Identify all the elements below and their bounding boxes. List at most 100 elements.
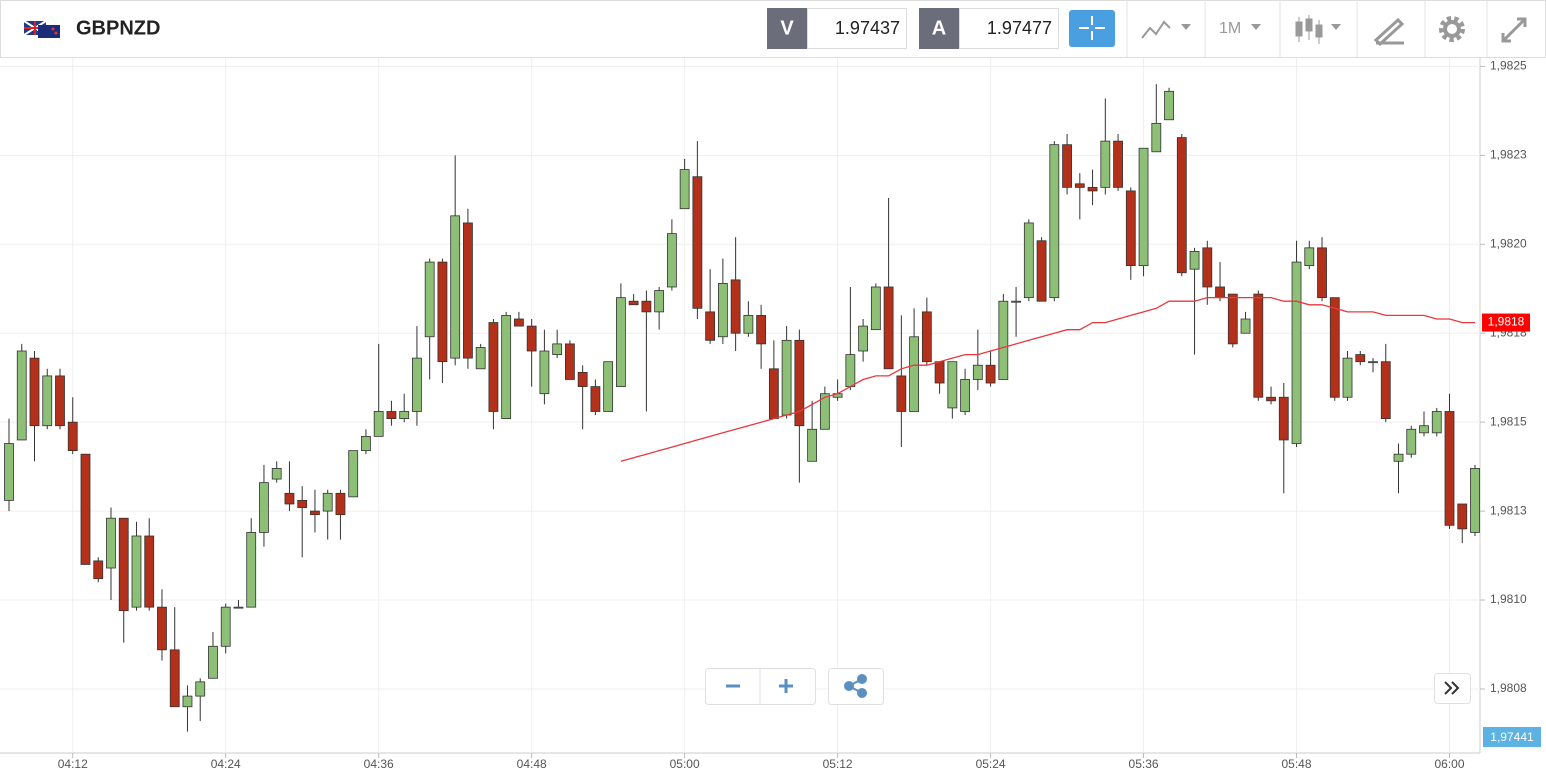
candle-body xyxy=(1138,147,1149,267)
candle-body xyxy=(55,375,65,427)
candle-body xyxy=(348,450,359,498)
candle-body xyxy=(615,297,626,387)
candle-body xyxy=(4,443,14,501)
candle-body xyxy=(1470,468,1480,533)
candle-body xyxy=(794,339,805,427)
x-tick-label: 06:00 xyxy=(1434,757,1464,771)
ask-box xyxy=(959,8,1059,49)
candle-body xyxy=(1240,318,1251,334)
candle-body xyxy=(106,517,116,569)
header: GBPNZD V 1.97437 A 1.97477 1M xyxy=(0,0,1546,58)
candle-body xyxy=(985,364,996,384)
candle-body xyxy=(1253,293,1264,398)
candle-body xyxy=(1406,428,1417,455)
candle-body xyxy=(1431,411,1442,434)
crosshair-button[interactable] xyxy=(1069,10,1115,47)
candle-body xyxy=(628,300,639,306)
candle-body xyxy=(297,500,308,508)
timeframe-button[interactable]: 1M xyxy=(1219,20,1261,37)
candle-body xyxy=(666,233,677,288)
chart-type-button[interactable] xyxy=(1141,20,1191,39)
ask-label: A xyxy=(932,17,946,39)
candle-body xyxy=(641,300,652,313)
candle-body xyxy=(157,606,167,651)
bid-label: V xyxy=(780,17,794,39)
candle-body xyxy=(1393,453,1404,462)
y-tick-label: 1,9810 xyxy=(1490,592,1527,606)
candle-body xyxy=(1164,90,1174,121)
candle-body xyxy=(1215,286,1225,299)
candle-body xyxy=(1087,186,1098,192)
candle-body xyxy=(463,222,473,359)
separators xyxy=(1126,0,1488,57)
candle-body xyxy=(679,169,690,210)
candle-body xyxy=(1036,240,1047,302)
candle-body xyxy=(475,347,486,370)
bid-button[interactable] xyxy=(767,8,807,49)
candle-body xyxy=(972,364,983,380)
candle-body xyxy=(858,325,869,352)
candle-body xyxy=(603,361,614,412)
x-tick-label: 04:12 xyxy=(58,757,88,771)
candle-body xyxy=(412,357,422,412)
candle-body xyxy=(1113,140,1123,188)
share-button[interactable] xyxy=(844,674,867,698)
candle-body xyxy=(1227,293,1238,345)
candle-body xyxy=(67,421,78,452)
x-tick-label: 05:24 xyxy=(976,757,1006,771)
candle-body xyxy=(1317,247,1327,299)
candle-body xyxy=(870,286,881,331)
candle-body xyxy=(1342,357,1353,398)
candle-body xyxy=(424,261,435,338)
candle-body xyxy=(807,428,818,462)
candle-body xyxy=(743,315,754,334)
y-tick-label: 1,9825 xyxy=(1490,59,1527,73)
x-tick-label: 04:24 xyxy=(211,757,241,771)
candle-body xyxy=(692,176,703,309)
candle-body xyxy=(1304,247,1315,267)
draw-button[interactable] xyxy=(1373,17,1405,47)
candle-body xyxy=(1151,122,1162,153)
candle-body xyxy=(768,368,779,420)
candle-body xyxy=(565,343,575,380)
bottom-tag: 1,97441 xyxy=(1490,730,1534,744)
candle-body xyxy=(144,535,155,608)
candle-style-button[interactable] xyxy=(1295,15,1341,44)
candle-body xyxy=(322,492,333,512)
y-tick-label: 1,9823 xyxy=(1490,148,1527,162)
y-tick-label: 1,9808 xyxy=(1490,681,1527,695)
candle-body xyxy=(1074,183,1085,188)
candle-body xyxy=(335,492,346,516)
expand-button[interactable] xyxy=(1501,17,1527,43)
candle-body xyxy=(896,375,907,412)
price-marker-label: 1,9818 xyxy=(1488,315,1525,329)
candle-body xyxy=(246,532,257,608)
candle-body xyxy=(1444,411,1455,526)
ask-price: 1.97477 xyxy=(987,18,1052,38)
candle-body xyxy=(1176,137,1187,274)
candle-body xyxy=(998,300,1009,380)
candle-body xyxy=(552,343,563,355)
candle-body xyxy=(450,215,461,359)
ask-button[interactable] xyxy=(919,8,959,49)
candle-body xyxy=(705,311,716,341)
candle-body xyxy=(1457,503,1468,530)
candle-body xyxy=(1049,144,1060,299)
candle-body xyxy=(947,361,958,409)
bid-box xyxy=(807,8,907,49)
timeframe: 1M xyxy=(1219,20,1241,37)
zoom-in-button[interactable] xyxy=(779,679,793,693)
price-marker xyxy=(1482,313,1530,332)
candle-body xyxy=(1380,361,1391,420)
candle-body xyxy=(437,261,448,363)
candle-body xyxy=(756,315,767,345)
settings-button[interactable] xyxy=(1439,16,1465,42)
candle-body xyxy=(29,357,40,427)
candle-body xyxy=(539,350,550,395)
candle-body xyxy=(590,386,601,412)
x-tick-label: 05:36 xyxy=(1129,757,1159,771)
scroll-end-button[interactable] xyxy=(1434,673,1471,704)
candle-body xyxy=(195,681,206,697)
x-tick-label: 04:36 xyxy=(364,757,394,771)
